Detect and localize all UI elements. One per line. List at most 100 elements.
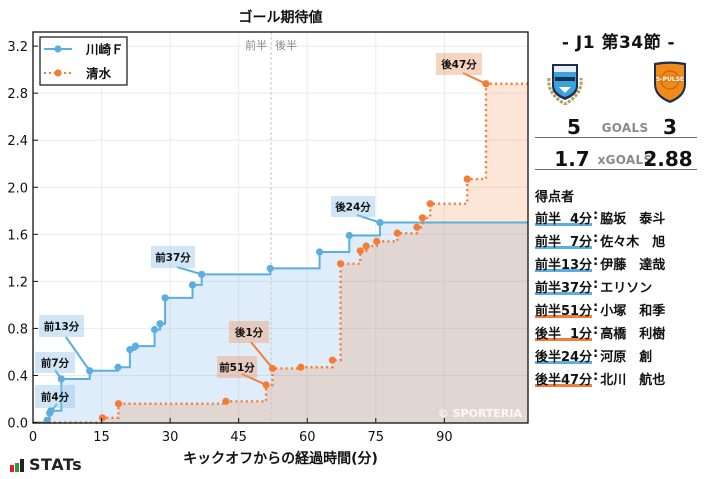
goal-time: 前半 51分 [535,300,592,319]
home-team-crest-icon [545,60,585,106]
y-tick-label: 1.2 [7,275,28,290]
shot-marker [426,200,434,208]
shot-marker [156,320,164,328]
grid-lines [33,32,528,423]
home-xg: 1.7 [554,147,590,171]
annotation-arrow [241,373,267,386]
y-tick-label: 2.4 [7,134,28,149]
x-tick-label: 60 [299,430,316,445]
copyright-text: © SPORTERIA [438,407,523,420]
svg-text:S-PULSE: S-PULSE [656,76,684,83]
svg-text:後1分: 後1分 [234,326,264,339]
shot-marker [418,214,427,222]
away-goals: 3 [663,115,677,139]
svg-text:前37分: 前37分 [155,251,191,264]
xgoals-row: 1.7 xGOALS 2.88 [535,147,697,171]
home-xg-area [33,222,528,423]
shot-marker [362,242,370,250]
shot-marker [373,237,381,245]
x-tick-label: 0 [29,430,37,445]
shot-marker [315,248,324,256]
scorer-name: 北川 航也 [600,373,666,388]
scorer-name: 脇坂 泰斗 [600,212,666,227]
y-tick-label: 2.8 [7,87,28,102]
goal-annotation: 後24分 [331,196,375,217]
goal-annotation: 前37分 [151,246,195,268]
stats-bars-icon [10,459,25,472]
xgoals-divider [535,169,697,170]
goal-time: 後半 24分 [535,346,592,365]
shot-marker [114,400,123,408]
away-xg-area [33,83,528,423]
scorer-row: 前半 4分: 脇坂 泰斗 [535,208,666,227]
goal-annotation: 前51分 [217,356,257,378]
scorer-row: 前半 51分: 小塚 和季 [535,300,666,319]
away-xg: 2.88 [643,147,693,171]
scorer-name: 河原 創 [600,350,653,365]
scorer-row: 前半 7分: 佐々木 旭 [535,231,666,250]
shot-marker [413,223,421,231]
annotation-arrow [356,214,381,224]
goal-time: 後半 1分 [535,323,592,342]
shot-marker [356,247,364,255]
svg-text:前51分: 前51分 [219,361,255,374]
goals-label: GOALS [601,121,649,135]
scorer-name: 高橋 利樹 [600,327,666,342]
goal-annotation: 後47分 [436,53,482,75]
shot-marker [393,229,401,237]
x-tick-label: 15 [93,430,110,445]
shot-marker [337,260,345,268]
shot-marker [131,342,139,350]
goals-row: 5 GOALS 3 [535,115,697,139]
legend-label: 川崎Ｆ [85,42,124,57]
chart-title: ゴール期待値 [238,10,323,26]
shot-marker [161,294,169,302]
scorer-row: 後半 24分: 河原 創 [535,346,653,365]
stats-logo-text: STATs [29,455,83,474]
shot-marker [345,231,353,240]
away-legend-marker-icon [54,69,62,77]
chart-legend: 川崎Ｆ 清水 [39,36,128,86]
second-half-label: 後半 [275,38,297,52]
annotation-arrow [65,336,91,372]
scorer-row: 前半 37分: エリソン [535,277,653,296]
shot-marker [262,381,270,389]
scorer-name: 伊藤 達哉 [600,258,666,273]
shot-marker [188,281,197,289]
shot-marker [126,345,134,354]
goal-time: 後半 47分 [535,369,592,388]
shot-marker [114,363,122,371]
goal-annotation: 前7分 [35,352,75,373]
match-summary-panel: - J1 第34節 - S-PULSE 5 GOALS 3 1.7 xGOALS… [530,0,707,479]
goal-annotation: 後1分 [229,321,269,343]
shot-marker [463,175,471,183]
x-tick-label: 45 [230,430,247,445]
svg-text:後24分: 後24分 [334,201,371,214]
y-tick-label: 0.4 [7,369,28,384]
shot-marker [268,364,277,373]
y-tick-label: 2.0 [7,181,28,196]
goal-annotation: 前13分 [39,315,84,337]
svg-text:前13分: 前13分 [44,320,80,333]
y-tick-label: 3.2 [7,40,28,55]
x-tick-label: 75 [368,430,385,445]
first-half-label: 前半 [245,38,267,52]
scorer-row: 前半 13分: 伊藤 達哉 [535,254,666,273]
scorer-name: 佐々木 旭 [600,235,666,250]
annotation-arrow [462,72,487,85]
x-tick-label: 90 [436,430,453,445]
shot-marker [57,375,65,383]
x-axis-label: キックオフからの経過時間(分) [183,450,378,467]
shot-marker [198,270,206,278]
round-title: - J1 第34節 - [561,33,676,53]
goals-divider [535,137,697,138]
xgoals-label: xGOALS [597,153,653,167]
shot-marker [222,397,230,405]
svg-text:前4分: 前4分 [41,391,70,404]
goal-time: 前半 13分 [535,254,592,273]
scorer-row: 後半 1分: 高橋 利樹 [535,323,666,342]
goal-time: 前半 37分 [535,277,592,296]
shot-marker [266,264,274,273]
y-tick-label: 0.0 [7,417,28,432]
